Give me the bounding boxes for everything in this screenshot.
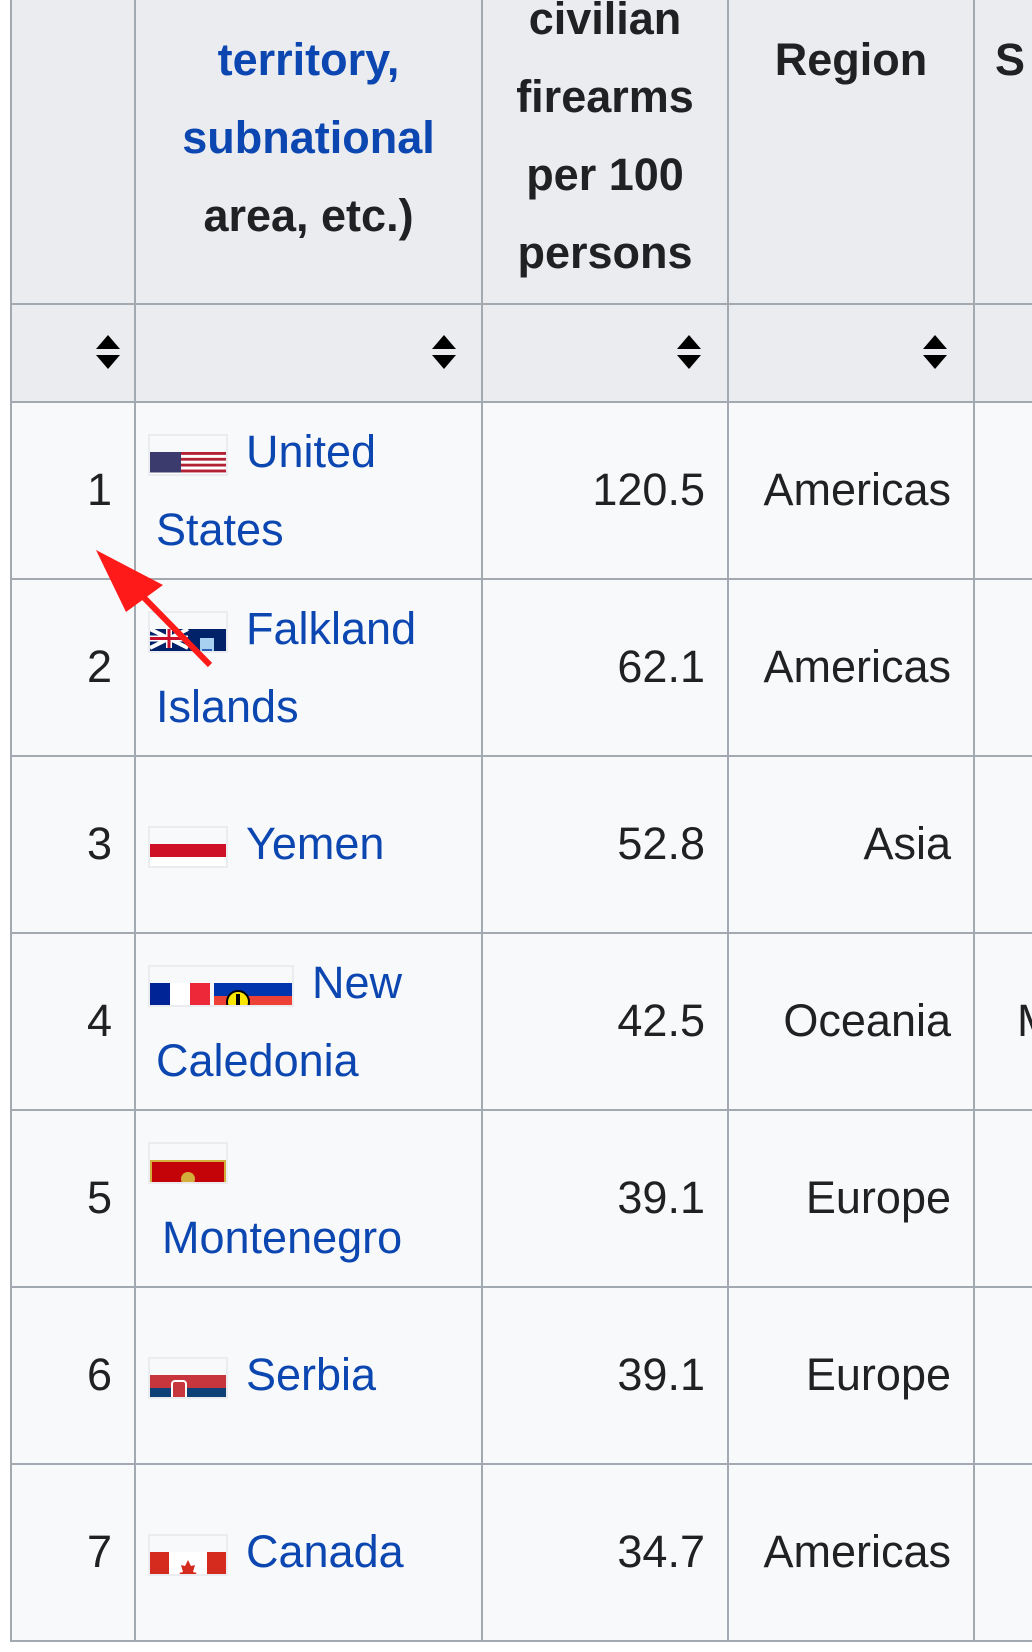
country-cell: Serbia (136, 1288, 483, 1465)
montenegro-flag-icon (148, 1142, 228, 1185)
sort-cell-region (729, 305, 975, 403)
sort-cell-rank (10, 305, 136, 403)
next-cell: M (975, 934, 1032, 1111)
rank-cell: 7 (10, 1465, 136, 1642)
yemen-flag-icon (148, 825, 228, 868)
region-value: Europe (805, 1171, 951, 1223)
header-country-line[interactable]: subnational (182, 112, 435, 163)
header-next-label: S (995, 34, 1026, 85)
country-cell: New Caledonia (136, 934, 483, 1111)
country-link[interactable]: Canada (246, 1525, 404, 1577)
firearms-value: 62.1 (617, 640, 705, 692)
region-value: Oceania (783, 994, 951, 1046)
country-link[interactable]: Yemen (246, 817, 385, 869)
region-value: Americas (763, 640, 951, 692)
region-value: Americas (763, 1525, 951, 1577)
sort-icon[interactable] (923, 335, 947, 369)
sort-icon[interactable] (677, 335, 701, 369)
firearms-value: 39.1 (617, 1348, 705, 1400)
sort-cell-next (975, 305, 1032, 403)
header-firearms-line: per 100 (526, 149, 684, 200)
serbia-flag-icon (148, 1356, 228, 1399)
rank-cell: 4 (10, 934, 136, 1111)
header-firearms: civilian firearms per 100 persons (483, 0, 729, 305)
country-link[interactable]: Falkland (246, 603, 417, 654)
firearms-cell: 39.1 (483, 1111, 729, 1288)
rank: 5 (86, 1171, 112, 1223)
sort-icon[interactable] (96, 335, 120, 369)
region-value: Europe (805, 1348, 951, 1400)
region-value: Asia (863, 817, 951, 869)
header-firearms-line: persons (517, 227, 693, 278)
rank-cell: 3 (10, 757, 136, 934)
firearms-value: 34.7 (617, 1525, 705, 1577)
region-cell: Europe (729, 1111, 975, 1288)
next-cell (975, 1288, 1032, 1465)
header-country-line[interactable]: territory, (217, 34, 400, 85)
country-cell: Falkland Islands (136, 580, 483, 757)
rank-cell: 1 (10, 403, 136, 580)
region-cell: Americas (729, 580, 975, 757)
next-cell (975, 1111, 1032, 1288)
firearms-cell: 39.1 (483, 1288, 729, 1465)
country-link[interactable]: Serbia (246, 1348, 377, 1400)
rank: 3 (86, 817, 112, 869)
firearms-cell: 62.1 (483, 580, 729, 757)
header-rank (10, 0, 136, 305)
header-firearms-line: firearms (516, 71, 694, 122)
firearms-value: 42.5 (617, 994, 705, 1046)
firearms-value: 52.8 (617, 817, 705, 869)
firearms-cell: 52.8 (483, 757, 729, 934)
header-country-line: area, etc.) (203, 190, 414, 241)
region-cell: Europe (729, 1288, 975, 1465)
firearms-value: 120.5 (592, 463, 705, 515)
firearms-cell: 120.5 (483, 403, 729, 580)
rank-cell: 2 (10, 580, 136, 757)
rank: 2 (86, 640, 112, 692)
country-cell: Yemen (136, 757, 483, 934)
sort-cell-firearms (483, 305, 729, 403)
canada-flag-icon (148, 1533, 228, 1576)
country-cell: United States (136, 403, 483, 580)
new-caledonia-flag-icon (148, 965, 294, 1008)
country-link[interactable]: United (246, 426, 377, 477)
header-next: S (975, 0, 1032, 305)
firearms-cell: 34.7 (483, 1465, 729, 1642)
country-link[interactable]: Islands (156, 681, 299, 732)
sort-icon[interactable] (432, 335, 456, 369)
header-firearms-line: civilian (528, 0, 682, 44)
rank: 1 (86, 463, 112, 515)
header-country[interactable]: territory, subnational area, etc.) (136, 0, 483, 305)
country-link[interactable]: Caledonia (156, 1035, 359, 1086)
region-cell: Americas (729, 1465, 975, 1642)
country-link[interactable]: Montenegro (162, 1212, 403, 1263)
region-cell: Americas (729, 403, 975, 580)
region-cell: Asia (729, 757, 975, 934)
next-cell (975, 580, 1032, 757)
country-link[interactable]: States (156, 504, 284, 555)
header-region-label: Region (774, 34, 928, 85)
region-cell: Oceania (729, 934, 975, 1111)
country-cell: Montenegro (136, 1111, 483, 1288)
header-region: Region (729, 0, 975, 305)
rank: 4 (86, 994, 112, 1046)
next-cell (975, 757, 1032, 934)
country-link[interactable]: New (312, 957, 403, 1008)
rank: 6 (86, 1348, 112, 1400)
country-cell: Canada (136, 1465, 483, 1642)
rank: 7 (86, 1525, 112, 1577)
next-cell (975, 403, 1032, 580)
region-value: Americas (763, 463, 951, 515)
next-value: M (1017, 982, 1032, 1060)
firearms-cell: 42.5 (483, 934, 729, 1111)
rank-cell: 5 (10, 1111, 136, 1288)
united-states-flag-icon (148, 434, 228, 477)
firearms-value: 39.1 (617, 1171, 705, 1223)
next-cell (975, 1465, 1032, 1642)
sort-cell-country (136, 305, 483, 403)
rank-cell: 6 (10, 1288, 136, 1465)
